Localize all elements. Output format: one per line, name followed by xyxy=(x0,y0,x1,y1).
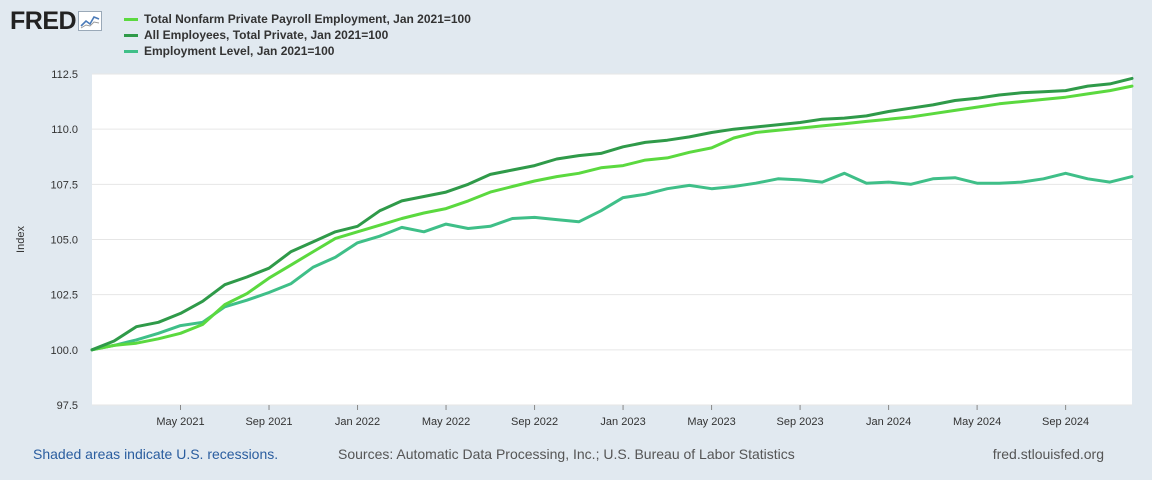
series-line-private-payroll xyxy=(90,84,1134,352)
y-tick-label: 100.0 xyxy=(50,345,78,357)
y-tick-label: 102.5 xyxy=(50,290,78,302)
x-tick-label: Sep 2021 xyxy=(245,416,292,428)
recession-note: Shaded areas indicate U.S. recessions. xyxy=(33,446,279,462)
y-tick-label: 97.5 xyxy=(57,400,78,412)
fred-logo: FRED xyxy=(10,7,103,35)
legend-label-private-payroll: Total Nonfarm Private Payroll Employment… xyxy=(144,12,471,26)
legend-swatch-employment-level xyxy=(124,49,138,53)
x-tick-label: Jan 2024 xyxy=(866,416,911,428)
series-line-total-private xyxy=(90,76,1134,352)
legend-label-employment-level: Employment Level, Jan 2021=100 xyxy=(144,44,335,58)
fred-chart-icon xyxy=(78,11,103,31)
y-tick-label: 112.5 xyxy=(51,69,78,81)
y-tick-label: 105.0 xyxy=(50,235,78,247)
x-tick-label: May 2022 xyxy=(422,416,470,428)
x-tick-label: May 2023 xyxy=(687,416,735,428)
legend-item-private-payroll: Total Nonfarm Private Payroll Employment… xyxy=(124,11,471,27)
x-tick-label: May 2024 xyxy=(953,416,1001,428)
legend-item-total-private: All Employees, Total Private, Jan 2021=1… xyxy=(124,27,471,43)
legend-swatch-private-payroll xyxy=(124,17,138,21)
x-tick-label: Sep 2023 xyxy=(777,416,824,428)
y-axis-label: Index xyxy=(15,226,27,253)
y-tick-label: 110.0 xyxy=(51,124,78,136)
series-line-employment-level xyxy=(90,171,1134,352)
site-link[interactable]: fred.stlouisfed.org xyxy=(992,446,1104,462)
legend-swatch-total-private xyxy=(124,33,138,37)
sources-text: Sources: Automatic Data Processing, Inc.… xyxy=(338,446,795,462)
x-tick-label: Sep 2022 xyxy=(511,416,558,428)
fred-logo-text: FRED xyxy=(10,7,77,35)
legend-label-total-private: All Employees, Total Private, Jan 2021=1… xyxy=(144,28,389,42)
x-tick-label: Sep 2024 xyxy=(1042,416,1089,428)
x-tick-label: May 2021 xyxy=(156,416,204,428)
chart-legend: Total Nonfarm Private Payroll Employment… xyxy=(124,11,471,59)
y-tick-label: 107.5 xyxy=(50,179,78,191)
legend-item-employment-level: Employment Level, Jan 2021=100 xyxy=(124,43,471,59)
x-tick-label: Jan 2022 xyxy=(335,416,380,428)
x-tick-label: Jan 2023 xyxy=(600,416,645,428)
